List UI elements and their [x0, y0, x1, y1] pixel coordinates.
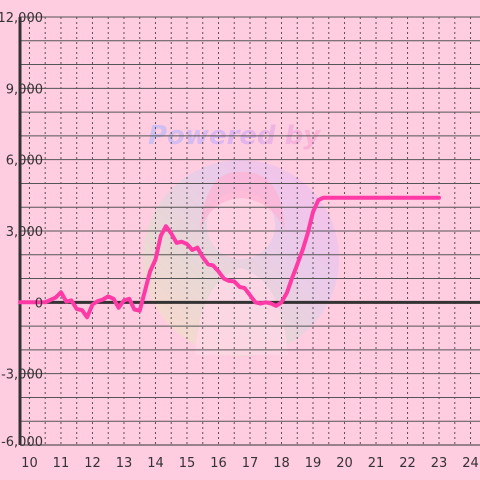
x-tick-label: 12	[84, 456, 101, 471]
x-tick-label: 11	[53, 456, 70, 471]
x-tick-label: 13	[116, 456, 133, 471]
series-layer	[18, 195, 441, 320]
y-tick-labels: -6,000 -3,000 0 3,000 6,000 9,000 12,000	[0, 11, 43, 450]
x-tick-label: 10	[21, 456, 38, 471]
y-tick-label: 9,000	[6, 82, 43, 97]
series-line-0	[18, 195, 441, 320]
x-tick-label: 16	[210, 456, 227, 471]
y-tick-label: -6,000	[1, 435, 43, 450]
y-tick-label: -3,000	[1, 368, 43, 383]
watermark-hair	[200, 171, 285, 230]
x-tick-label: 22	[399, 456, 416, 471]
x-tick-label: 19	[305, 456, 322, 471]
y-tick-label: 0	[35, 296, 43, 311]
y-tick-label: 3,000	[6, 225, 43, 240]
x-tick-label: 23	[431, 456, 448, 471]
x-tick-label: 24	[462, 456, 479, 471]
x-tick-labels: 10 11 12 13 14 15 16 17 18 19 20 21 22 23 24	[21, 456, 479, 471]
x-tick-label: 15	[179, 456, 196, 471]
x-tick-label: 20	[336, 456, 353, 471]
y-tick-label: 12,000	[0, 11, 43, 26]
x-tick-label: 17	[242, 456, 259, 471]
watermark-face	[207, 191, 275, 259]
x-tick-label: 14	[147, 456, 164, 471]
y-tick-label: 6,000	[6, 154, 43, 169]
x-tick-label: 18	[273, 456, 290, 471]
x-tick-label: 21	[368, 456, 385, 471]
